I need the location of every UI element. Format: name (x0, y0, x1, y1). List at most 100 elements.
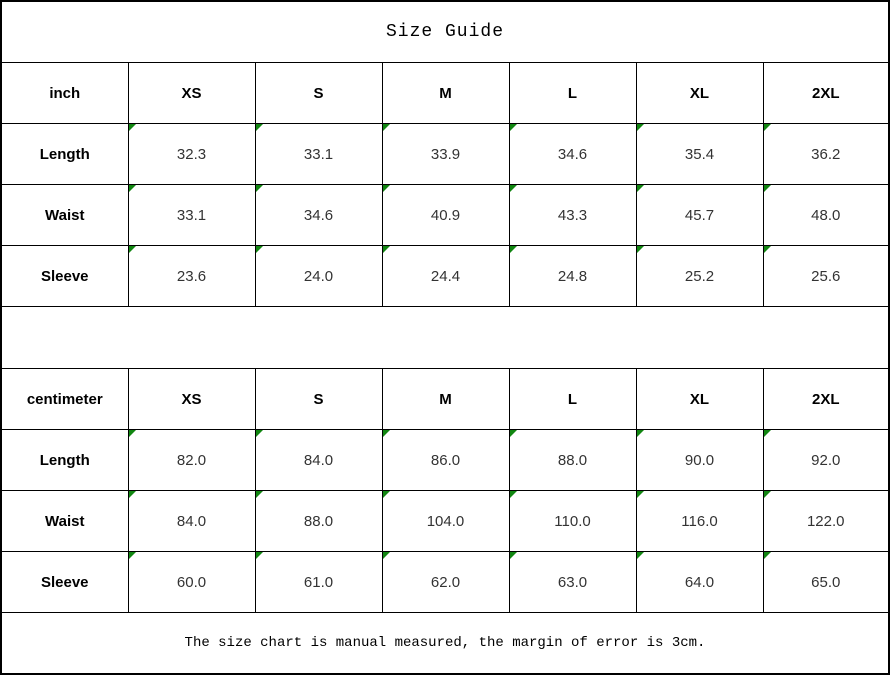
cm-header-row: centimeter XS S M L XL 2XL (0, 368, 890, 430)
unit-label-inch: inch (0, 62, 129, 124)
cell-cm-sleeve-l: 63.0 (508, 551, 637, 613)
corner-flag-icon (383, 246, 390, 253)
col-header-xs: XS (127, 368, 256, 430)
corner-flag-icon (256, 491, 263, 498)
cell-value: 61.0 (303, 573, 334, 591)
cell-value: 32.3 (176, 145, 207, 163)
cell-cm-sleeve-s: 61.0 (254, 551, 383, 613)
corner-flag-icon (256, 430, 263, 437)
corner-flag-icon (510, 430, 517, 437)
cell-value: 90.0 (684, 451, 715, 469)
cell-value: 34.6 (557, 145, 588, 163)
col-header-s: S (254, 368, 383, 430)
cell-cm-sleeve-m: 62.0 (381, 551, 510, 613)
corner-flag-icon (637, 491, 644, 498)
row-label-waist: Waist (0, 490, 129, 552)
col-header-s: S (254, 62, 383, 124)
corner-flag-icon (764, 185, 771, 192)
row-label-length: Length (0, 123, 129, 185)
inch-waist-row: Waist 33.1 34.6 40.9 43.3 45.7 48.0 (0, 184, 890, 246)
cell-inch-sleeve-l: 24.8 (508, 245, 637, 307)
cell-value: 35.4 (684, 145, 715, 163)
corner-flag-icon (256, 552, 263, 559)
cell-inch-waist-m: 40.9 (381, 184, 510, 246)
cell-value: 82.0 (176, 451, 207, 469)
page-title: Size Guide (0, 0, 890, 63)
cell-inch-length-l: 34.6 (508, 123, 637, 185)
cell-value: 24.4 (430, 267, 461, 285)
cell-cm-length-m: 86.0 (381, 429, 510, 491)
corner-flag-icon (129, 185, 136, 192)
unit-label-centimeter: centimeter (0, 368, 129, 430)
corner-flag-icon (510, 491, 517, 498)
cell-inch-length-m: 33.9 (381, 123, 510, 185)
corner-flag-icon (764, 124, 771, 131)
cell-cm-waist-m: 104.0 (381, 490, 510, 552)
cm-length-row: Length 82.0 84.0 86.0 88.0 90.0 92.0 (0, 429, 890, 491)
cell-cm-length-2xl: 92.0 (762, 429, 890, 491)
corner-flag-icon (129, 430, 136, 437)
cell-value: 122.0 (806, 512, 845, 530)
cell-cm-length-l: 88.0 (508, 429, 637, 491)
cell-inch-waist-xl: 45.7 (635, 184, 764, 246)
corner-flag-icon (383, 185, 390, 192)
spacer-cell (0, 306, 890, 369)
corner-flag-icon (510, 185, 517, 192)
cell-cm-length-xl: 90.0 (635, 429, 764, 491)
col-header-xs: XS (127, 62, 256, 124)
col-header-l: L (508, 62, 637, 124)
corner-flag-icon (764, 552, 771, 559)
cell-value: 104.0 (426, 512, 465, 530)
cm-sleeve-row: Sleeve 60.0 61.0 62.0 63.0 64.0 65.0 (0, 551, 890, 613)
col-header-m: M (381, 368, 510, 430)
cell-value: 63.0 (557, 573, 588, 591)
corner-flag-icon (764, 491, 771, 498)
row-label-sleeve: Sleeve (0, 551, 129, 613)
corner-flag-icon (637, 185, 644, 192)
corner-flag-icon (510, 552, 517, 559)
cell-value: 88.0 (303, 512, 334, 530)
col-header-xl: XL (635, 368, 764, 430)
cell-value: 23.6 (176, 267, 207, 285)
corner-flag-icon (129, 552, 136, 559)
cell-inch-sleeve-xl: 25.2 (635, 245, 764, 307)
corner-flag-icon (383, 491, 390, 498)
cell-value: 116.0 (681, 512, 718, 530)
corner-flag-icon (510, 124, 517, 131)
cell-cm-waist-l: 110.0 (508, 490, 637, 552)
cell-cm-sleeve-xl: 64.0 (635, 551, 764, 613)
cell-inch-waist-s: 34.6 (254, 184, 383, 246)
cell-value: 45.7 (684, 206, 715, 224)
inch-length-row: Length 32.3 33.1 33.9 34.6 35.4 36.2 (0, 123, 890, 185)
col-header-xl: XL (635, 62, 764, 124)
cell-inch-length-2xl: 36.2 (762, 123, 890, 185)
title-row: Size Guide (0, 0, 890, 63)
corner-flag-icon (637, 246, 644, 253)
cell-inch-sleeve-m: 24.4 (381, 245, 510, 307)
footnote-text: The size chart is manual measured, the m… (0, 612, 890, 675)
cell-inch-length-xl: 35.4 (635, 123, 764, 185)
cell-value: 33.1 (176, 206, 207, 224)
corner-flag-icon (637, 430, 644, 437)
cell-inch-sleeve-xs: 23.6 (127, 245, 256, 307)
cell-value: 48.0 (811, 206, 841, 224)
col-header-2xl: 2XL (762, 62, 890, 124)
cell-value: 64.0 (684, 573, 715, 591)
corner-flag-icon (256, 185, 263, 192)
corner-flag-icon (129, 124, 136, 131)
cell-inch-waist-2xl: 48.0 (762, 184, 890, 246)
spacer-row (0, 306, 890, 369)
row-label-sleeve: Sleeve (0, 245, 129, 307)
cell-value: 84.0 (303, 451, 334, 469)
corner-flag-icon (256, 246, 263, 253)
corner-flag-icon (764, 246, 771, 253)
cell-inch-waist-xs: 33.1 (127, 184, 256, 246)
cell-value: 40.9 (430, 206, 461, 224)
cell-value: 33.9 (430, 145, 461, 163)
cell-cm-waist-s: 88.0 (254, 490, 383, 552)
cell-value: 84.0 (176, 512, 207, 530)
corner-flag-icon (510, 246, 517, 253)
cell-value: 25.2 (684, 267, 715, 285)
cell-inch-sleeve-2xl: 25.6 (762, 245, 890, 307)
